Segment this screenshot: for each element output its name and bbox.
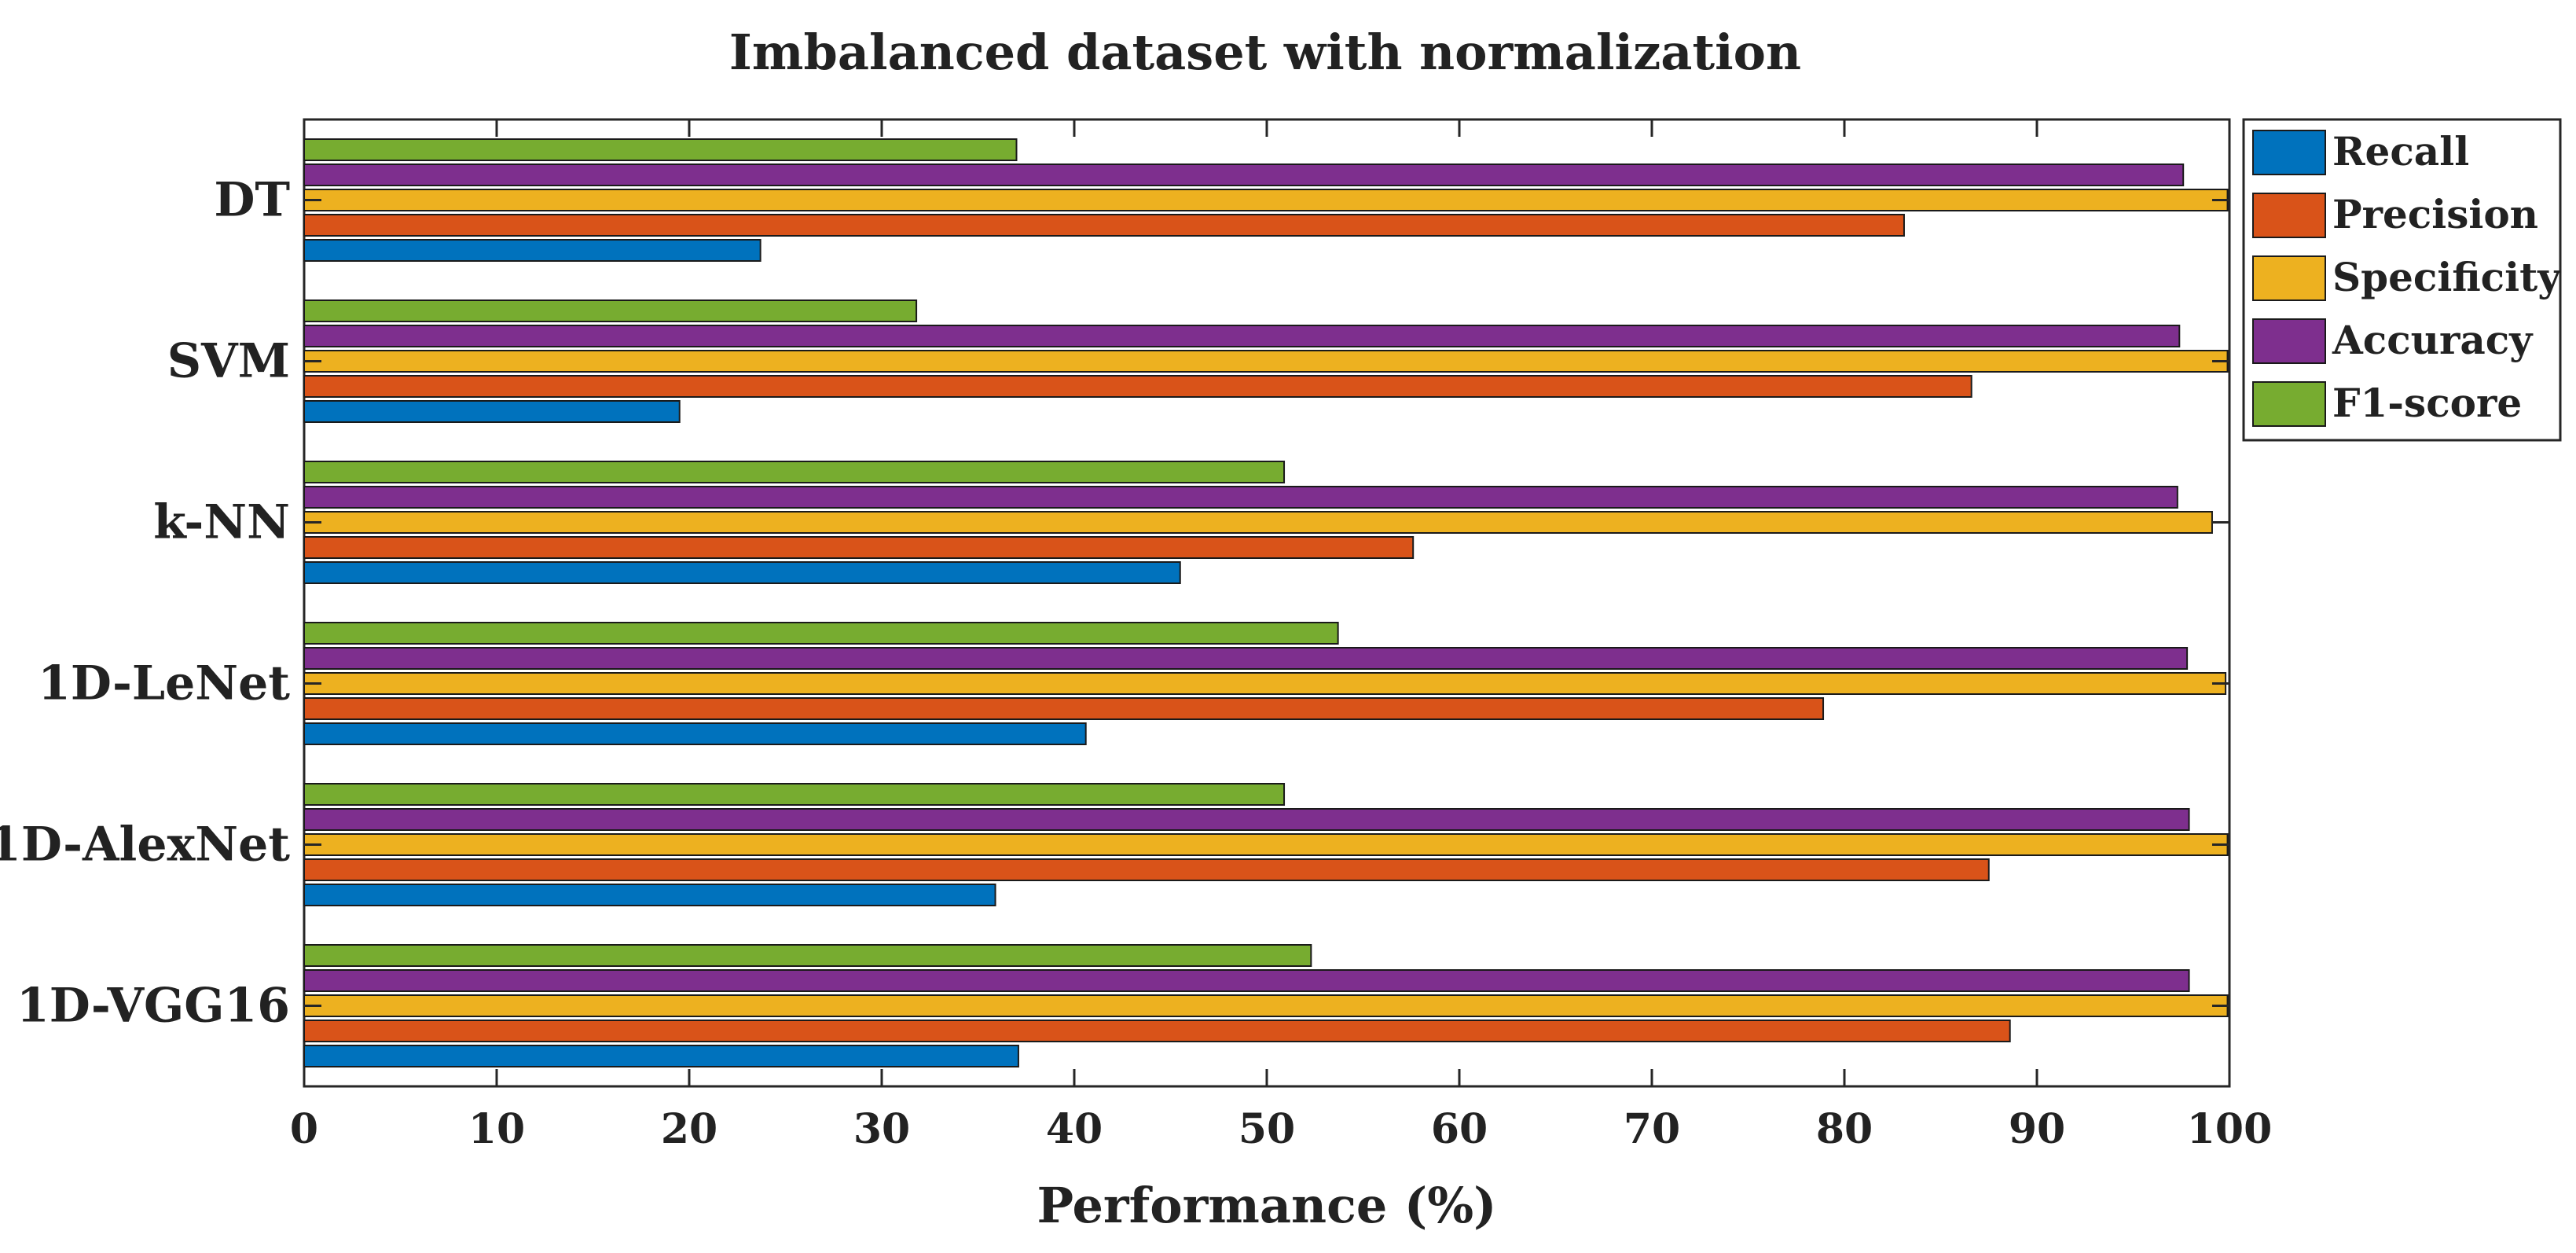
x-axis-ticks: 0 10 20 30 40 50 60 70 80 90 100 [290, 119, 2272, 1153]
legend-label: Recall [2332, 128, 2469, 175]
y-axis-categories: DT SVM k-NN 1D-LeNet 1D-AlexNet 1D-VGG16 [0, 173, 2229, 1034]
x-tick-label: 0 [290, 1105, 318, 1153]
legend: Recall Precision Specificity Accuracy F1-sco… [2242, 118, 2562, 442]
legend-swatch-precision [2252, 193, 2326, 238]
y-category-label: 1D-VGG16 [17, 979, 290, 1034]
x-tick-label: 20 [661, 1105, 717, 1153]
bar-f1-score-dt [303, 138, 1018, 161]
x-tick-label: 100 [2187, 1105, 2273, 1153]
bar-specificity-1d-alexnet [303, 833, 2229, 856]
bar-accuracy-k-nn [303, 486, 2178, 509]
x-tick-label: 10 [468, 1105, 525, 1153]
bar-accuracy-svm [303, 325, 2181, 347]
x-tick-label: 60 [1431, 1105, 1488, 1153]
y-category-label: SVM [167, 334, 290, 389]
y-category-label: DT [214, 173, 290, 228]
x-tick-label: 70 [1624, 1105, 1680, 1153]
bar-f1-score-1d-lenet [303, 622, 1339, 645]
bar-recall-svm [303, 400, 681, 423]
bar-accuracy-1d-lenet [303, 647, 2189, 670]
bar-accuracy-1d-vgg16 [303, 969, 2190, 992]
legend-label: Specificity [2332, 254, 2562, 300]
bar-f1-score-1d-vgg16 [303, 944, 1312, 967]
bar-accuracy-dt [303, 164, 2185, 186]
bar-specificity-k-nn [303, 511, 2213, 534]
bars-group [303, 138, 2229, 1067]
legend-label: F1-score [2332, 380, 2522, 426]
bar-recall-k-nn [303, 561, 1181, 584]
bar-precision-1d-lenet [303, 697, 1825, 720]
legend-swatch-f1-score [2252, 381, 2326, 427]
legend-label: Precision [2332, 191, 2538, 237]
legend-label: Accuracy [2332, 317, 2534, 363]
bar-specificity-svm [303, 350, 2229, 373]
x-tick-label: 80 [1816, 1105, 1873, 1153]
plot-area [303, 118, 2231, 1088]
y-category-label: 1D-LeNet [38, 656, 290, 711]
bar-specificity-1d-lenet [303, 672, 2227, 695]
x-tick-label: 50 [1238, 1105, 1295, 1153]
chart-title: Imbalanced dataset with normalization [729, 24, 1801, 81]
x-tick-label: 30 [853, 1105, 910, 1153]
bar-precision-k-nn [303, 536, 1415, 559]
legend-swatch-specificity [2252, 255, 2326, 301]
bar-recall-dt [303, 239, 761, 262]
bar-precision-1d-alexnet [303, 858, 1990, 881]
bar-f1-score-k-nn [303, 461, 1286, 483]
y-category-label: k-NN [153, 495, 290, 550]
x-axis-label: Performance (%) [1037, 1177, 1497, 1234]
bar-f1-score-svm [303, 299, 918, 322]
bar-recall-1d-vgg16 [303, 1045, 1019, 1067]
bar-f1-score-1d-alexnet [303, 783, 1286, 806]
bar-recall-1d-lenet [303, 722, 1087, 745]
bar-accuracy-1d-alexnet [303, 808, 2190, 831]
x-tick-label: 40 [1046, 1105, 1103, 1153]
bar-precision-1d-vgg16 [303, 1020, 2011, 1042]
x-tick-label: 90 [2009, 1105, 2065, 1153]
bar-recall-1d-alexnet [303, 884, 996, 906]
bar-specificity-dt [303, 189, 2229, 211]
legend-swatch-accuracy [2252, 318, 2326, 364]
legend-swatch-recall [2252, 130, 2326, 175]
y-category-label: 1D-AlexNet [0, 818, 290, 873]
bar-precision-svm [303, 375, 1972, 398]
bar-specificity-1d-vgg16 [303, 994, 2229, 1017]
bar-precision-dt [303, 214, 1905, 237]
